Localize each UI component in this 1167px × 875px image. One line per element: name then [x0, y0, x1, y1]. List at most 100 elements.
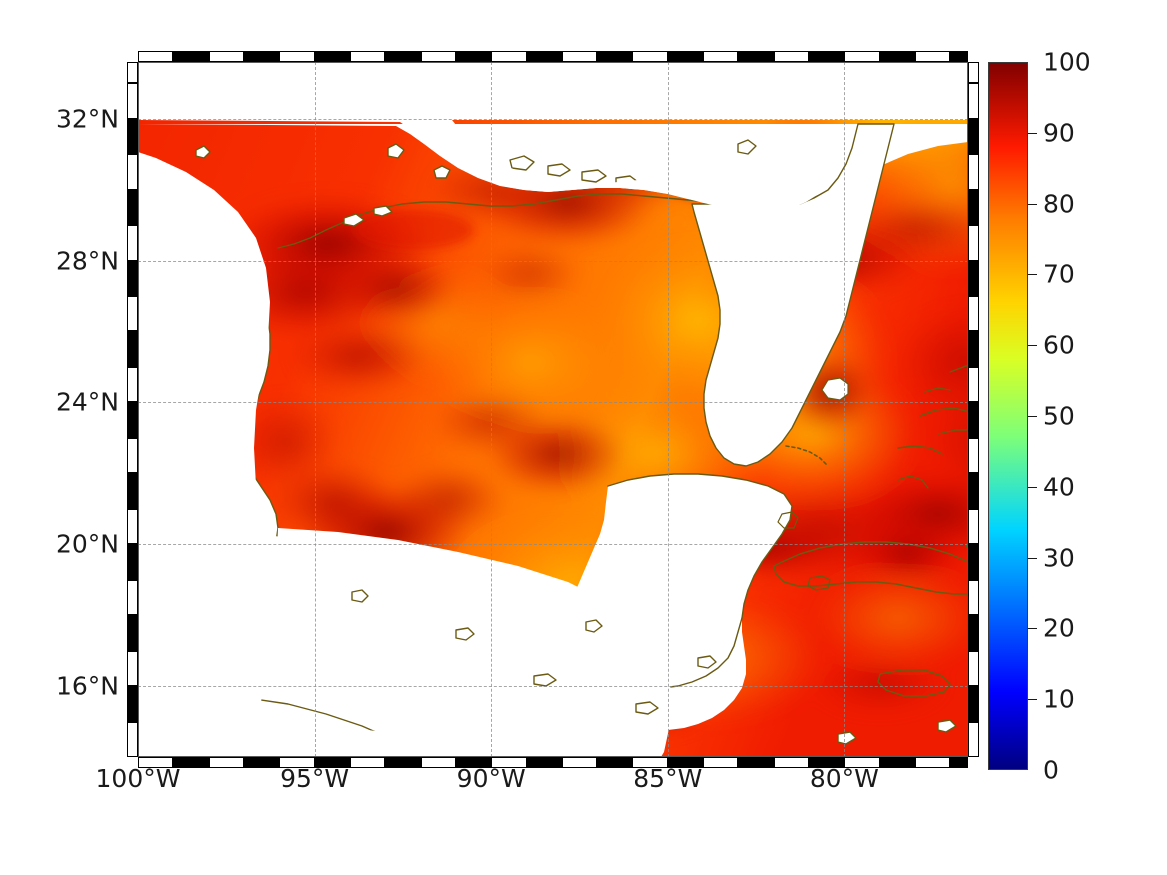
frame-segment-right — [968, 402, 979, 438]
frame-segment-top — [667, 51, 704, 62]
frame-segment-top — [915, 51, 951, 62]
frame-segment-right — [968, 83, 979, 119]
coastline-layer — [138, 62, 968, 757]
colorbar-tick-label: 10 — [1043, 684, 1075, 714]
frame-segment-bottom — [420, 757, 456, 768]
frame-segment-bottom — [809, 757, 845, 768]
colorbar-tick-mark — [1028, 132, 1037, 134]
colorbar-tick-mark — [1028, 203, 1037, 205]
colorbar-gradient — [988, 62, 1028, 770]
frame-segment-left — [127, 473, 138, 509]
frame-segment-top — [632, 51, 668, 62]
colorbar-tick-label: 80 — [1043, 189, 1075, 219]
frame-segment-top — [561, 51, 598, 62]
frame-segment-bottom — [879, 757, 915, 768]
frame-segment-right — [968, 62, 979, 84]
colorbar-tick-label: 40 — [1043, 472, 1075, 502]
frame-segment-top — [738, 51, 774, 62]
frame-segment-left — [127, 83, 138, 119]
colorbar-tick-mark — [1028, 345, 1037, 347]
frame-segment-right — [968, 331, 979, 367]
frame-segment-left — [127, 508, 138, 545]
frame-segment-bottom — [138, 757, 174, 768]
frame-segment-bottom — [526, 757, 562, 768]
frame-segment-right — [968, 118, 979, 155]
frame-segment-right — [968, 579, 979, 616]
frame-segment-right — [968, 615, 979, 651]
frame-segment-bottom — [349, 757, 386, 768]
frame-segment-bottom — [844, 757, 880, 768]
frame-segment-left — [127, 225, 138, 261]
frame-segment-bottom — [243, 757, 280, 768]
x-tick-label: 95°W — [280, 764, 350, 793]
frame-segment-left — [127, 366, 138, 403]
y-tick-label: 20°N — [55, 529, 119, 559]
frame-segment-right — [968, 154, 979, 190]
frame-segment-left — [127, 62, 138, 84]
frame-segment-left — [127, 402, 138, 438]
colorbar-tick-mark — [1028, 628, 1037, 630]
frame-segment-bottom — [773, 757, 810, 768]
frame-segment-top — [773, 51, 810, 62]
frame-segment-top — [703, 51, 739, 62]
frame-segment-top — [173, 51, 209, 62]
frame-segment-top — [138, 51, 174, 62]
frame-segment-top — [491, 51, 527, 62]
colorbar-tick-mark — [1028, 416, 1037, 417]
frame-segment-bottom — [314, 757, 350, 768]
frame-segment-bottom — [632, 757, 668, 768]
frame-segment-right — [968, 508, 979, 545]
colorbar[interactable] — [988, 62, 1028, 770]
frame-segment-bottom — [915, 757, 951, 768]
frame-segment-top — [455, 51, 492, 62]
frame-segment-top — [243, 51, 280, 62]
frame-segment-top — [879, 51, 915, 62]
frame-segment-right — [968, 686, 979, 722]
colorbar-tick-mark — [1028, 699, 1037, 701]
frame-segment-left — [127, 296, 138, 332]
frame-segment-top — [809, 51, 845, 62]
frame-segment-bottom — [279, 757, 315, 768]
colorbar-tick-mark — [1028, 274, 1037, 276]
x-tick-label: 100°W — [95, 764, 181, 793]
frame-segment-bottom — [950, 757, 968, 768]
frame-segment-bottom — [703, 757, 739, 768]
frame-segment-top — [349, 51, 386, 62]
frame-segment-left — [127, 721, 138, 757]
frame-segment-right — [968, 225, 979, 261]
frame-segment-bottom — [738, 757, 774, 768]
frame-segment-left — [127, 544, 138, 580]
colorbar-tick-label: 20 — [1043, 613, 1075, 643]
frame-segment-left — [127, 437, 138, 474]
map-clip — [138, 62, 968, 757]
frame-segment-top — [597, 51, 633, 62]
y-tick-label: 16°N — [55, 671, 119, 701]
y-tick-label: 32°N — [55, 104, 119, 134]
colorbar-tick-mark — [1028, 486, 1037, 488]
frame-segment-left — [127, 154, 138, 190]
frame-segment-right — [968, 296, 979, 332]
map-plot-area[interactable] — [138, 62, 968, 757]
frame-segment-top — [526, 51, 562, 62]
frame-segment-left — [127, 118, 138, 155]
frame-segment-left — [127, 189, 138, 226]
frame-segment-top — [950, 51, 968, 62]
frame-segment-bottom — [667, 757, 704, 768]
frame-segment-right — [968, 366, 979, 403]
frame-segment-right — [968, 437, 979, 474]
colorbar-tick-label: 100 — [1043, 47, 1091, 77]
frame-segment-top — [385, 51, 421, 62]
frame-segment-bottom — [173, 757, 209, 768]
colorbar-tick-label: 30 — [1043, 543, 1075, 573]
x-tick-label: 80°W — [809, 764, 879, 793]
frame-segment-top — [279, 51, 315, 62]
frame-segment-left — [127, 331, 138, 367]
frame-segment-bottom — [208, 757, 244, 768]
colorbar-tick-label: 60 — [1043, 330, 1075, 360]
frame-segment-bottom — [385, 757, 421, 768]
frame-segment-right — [968, 544, 979, 580]
frame-segment-left — [127, 650, 138, 687]
colorbar-tick-mark — [1028, 557, 1037, 559]
frame-segment-bottom — [597, 757, 633, 768]
